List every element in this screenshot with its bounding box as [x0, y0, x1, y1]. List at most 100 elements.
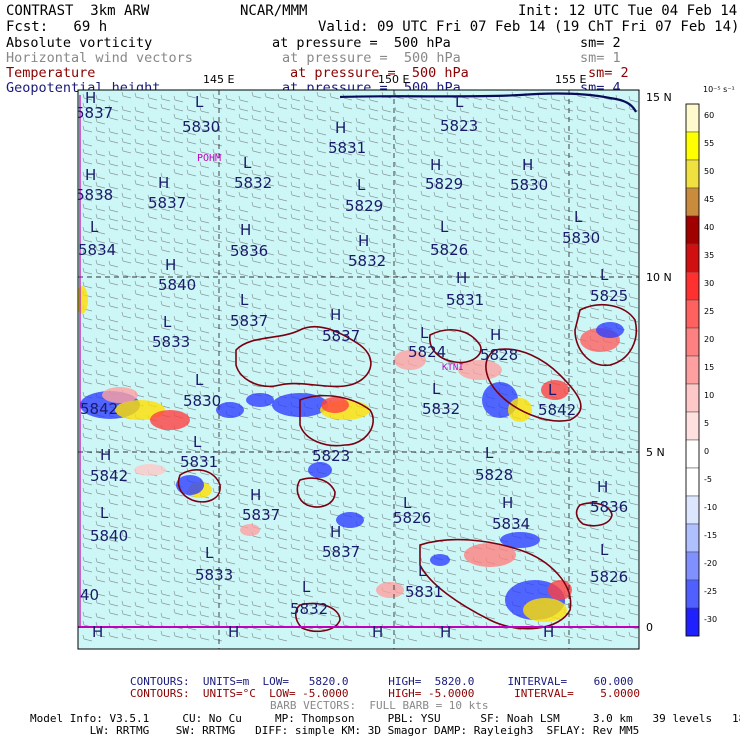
contour-info-height: CONTOURS: UNITS=m LOW= 5820.0 HIGH= 5820…: [130, 675, 634, 688]
height-label: 5842: [80, 400, 118, 418]
height-label: L: [90, 218, 99, 236]
height-label: L: [574, 208, 583, 226]
model-info-line1: Model Info: V3.5.1 CU: No Cu MP: Thompso…: [30, 712, 740, 725]
colorbar-segment: [685, 495, 700, 525]
field-name-temperature: Temperature: [6, 65, 96, 81]
height-label: 5833: [195, 566, 233, 584]
colorbar-segment: [685, 411, 700, 441]
height-label: H: [490, 326, 501, 344]
height-label: H: [335, 119, 346, 137]
height-label: 5838: [75, 186, 113, 204]
colorbar-tick-label: -30: [704, 615, 717, 624]
height-label: L: [600, 541, 609, 559]
height-label: 5837: [148, 194, 186, 212]
height-label: 5842: [538, 401, 576, 419]
height-label: H: [165, 256, 176, 274]
height-label: 5836: [590, 498, 628, 516]
height-label: L: [195, 371, 204, 389]
colorbar-segment: [685, 187, 700, 217]
colorbar-tick-label: -10: [704, 503, 717, 512]
height-label: H: [250, 486, 261, 504]
colorbar-segment: [685, 103, 700, 133]
height-label: H: [522, 156, 533, 174]
height-label: L: [440, 218, 449, 236]
colorbar-segment: [685, 467, 700, 497]
height-label: H: [440, 623, 451, 641]
height-label: 5826: [393, 509, 431, 527]
vorticity-shading: [78, 286, 624, 622]
height-label: L: [357, 176, 366, 194]
colorbar-segment: [685, 299, 700, 329]
height-label: 5831: [180, 453, 218, 471]
field-smooth-vorticity: sm= 2: [580, 35, 621, 51]
map-background: [78, 90, 639, 649]
colorbar-tick-label: 60: [704, 111, 714, 120]
colorbar-tick-label: -15: [704, 531, 717, 540]
height-label: 5837: [322, 543, 360, 561]
height-label: H: [158, 174, 169, 192]
colorbar-tick-label: 30: [704, 279, 714, 288]
height-label: 5830: [562, 229, 600, 247]
height-label: H: [543, 623, 554, 641]
height-label: 5832: [234, 174, 272, 192]
height-label: 5837: [242, 506, 280, 524]
field-level-wind: at pressure = 500 hPa: [282, 50, 461, 66]
lat-label-15n: 15 N: [646, 91, 672, 104]
height-label: L: [455, 93, 464, 111]
station-label-2: KTNI: [442, 363, 464, 373]
height-label: L: [600, 266, 609, 284]
height-label: 5831: [446, 291, 484, 309]
colorbar-tick-label: 25: [704, 307, 714, 316]
field-smooth-wind: sm= 1: [580, 50, 621, 66]
height-label: H: [92, 623, 103, 641]
height-label: H: [330, 306, 341, 324]
height-label: 5840: [158, 276, 196, 294]
colorbar-tick-label: 35: [704, 251, 714, 260]
colorbar-segment: [685, 355, 700, 385]
height-label: 5832: [422, 400, 460, 418]
height-label: L: [418, 562, 427, 580]
station-label: POHM: [197, 153, 221, 164]
height-label: 5829: [345, 197, 383, 215]
colorbar-segment: [685, 215, 700, 245]
lat-label-10n: 10 N: [646, 271, 672, 284]
colorbar-segment: [685, 383, 700, 413]
height-label: H: [100, 446, 111, 464]
colorbar-segment: [685, 607, 700, 637]
colorbar-segment: [685, 579, 700, 609]
lat-label-0: 0: [646, 621, 653, 634]
height-label: H: [372, 623, 383, 641]
colorbar-tick-label: 55: [704, 139, 714, 148]
height-label: 5837: [230, 312, 268, 330]
height-label: 5837: [75, 104, 113, 122]
colorbar: 605550454035302520151050-5-10-15-20-25-3…: [685, 103, 717, 637]
height-label: H: [358, 232, 369, 250]
height-label: 5826: [590, 568, 628, 586]
height-label: 5825: [590, 287, 628, 305]
height-label: H: [85, 89, 96, 107]
height-label: 5828: [475, 466, 513, 484]
lat-label-5n: 5 N: [646, 446, 665, 459]
height-label: 5842: [90, 467, 128, 485]
colorbar-segment: [685, 439, 700, 469]
height-label: L: [432, 380, 441, 398]
coastline-north: [339, 92, 637, 113]
colorbar-segment: [685, 159, 700, 189]
height-label: 5829: [425, 175, 463, 193]
height-label: 5831: [328, 139, 366, 157]
colorbar-tick-label: -5: [704, 475, 712, 484]
height-label: H: [330, 523, 341, 541]
forecast-hour: Fcst: 69 h: [6, 19, 108, 35]
height-label: H: [85, 166, 96, 184]
colorbar-unit: 10⁻⁵ s⁻¹: [703, 85, 735, 94]
colorbar-tick-label: 20: [704, 335, 714, 344]
height-label: L: [243, 154, 252, 172]
field-name-wind: Horizontal wind vectors: [6, 50, 193, 66]
field-name-vorticity: Absolute vorticity: [6, 35, 153, 51]
height-label: 5832: [290, 600, 328, 618]
height-label: L: [195, 93, 204, 111]
height-label: L: [548, 381, 557, 399]
height-label: 5826: [430, 241, 468, 259]
model-title: CONTRAST 3km ARW: [6, 3, 150, 19]
